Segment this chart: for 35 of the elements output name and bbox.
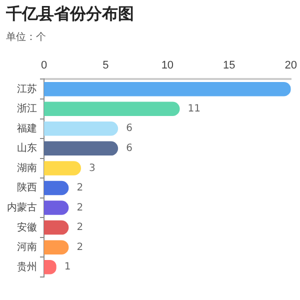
data-label: 6 [126, 123, 132, 134]
bar [44, 200, 69, 215]
y-tick-label: 河南 [17, 241, 37, 254]
y-tick-label: 福建 [17, 122, 37, 134]
x-tick-label: 10 [161, 60, 174, 72]
y-tick-label: 浙江 [17, 102, 37, 115]
y-tick-label: 陕西 [17, 182, 37, 194]
bar [44, 161, 82, 176]
data-label: 3 [89, 162, 96, 174]
y-tick-label: 江苏 [17, 82, 37, 95]
y-tick-label: 山东 [17, 142, 37, 154]
data-label: 11 [188, 103, 201, 114]
data-label: 2 [76, 242, 84, 253]
x-tick-label: 20 [284, 60, 298, 72]
x-tick-label: 0 [40, 60, 48, 72]
data-label: 6 [126, 143, 132, 154]
data-label: 2 [76, 202, 84, 214]
chart-subtitle: 单位：个 [6, 30, 46, 44]
x-tick-label: 5 [102, 60, 109, 72]
chart-title: 千亿县省份分布图 [6, 4, 134, 25]
bar [44, 220, 69, 235]
bar [44, 82, 291, 96]
bar [44, 141, 118, 156]
bar [44, 122, 118, 136]
x-tick-label: 15 [223, 60, 236, 72]
y-tick-label: 贵州 [17, 260, 37, 273]
y-tick-label: 湖南 [17, 162, 37, 174]
bar [44, 240, 69, 254]
bar [44, 180, 69, 196]
data-label: 1 [64, 262, 71, 273]
y-tick-label: 内蒙古 [7, 202, 37, 214]
bar [44, 102, 180, 116]
data-label: 2 [76, 182, 84, 194]
y-tick-label: 安徽 [17, 221, 37, 234]
data-label: 2 [76, 222, 84, 234]
